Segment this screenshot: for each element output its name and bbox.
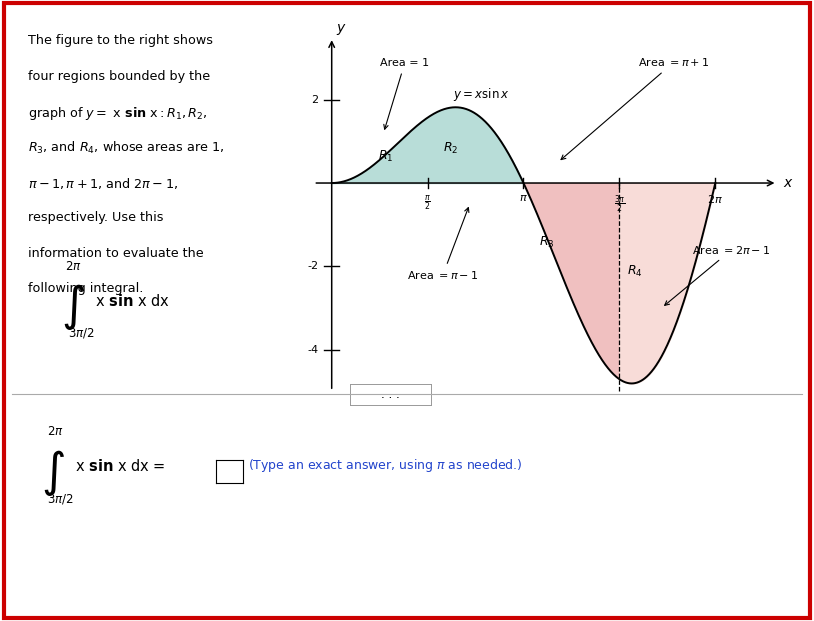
- Text: Area $= \pi + 1$: Area $= \pi + 1$: [561, 57, 709, 160]
- Text: following integral.: following integral.: [28, 282, 144, 295]
- Text: 2: 2: [311, 95, 318, 105]
- Text: Area $= \pi - 1$: Area $= \pi - 1$: [407, 207, 479, 281]
- Text: Area $= 2\pi - 1$: Area $= 2\pi - 1$: [665, 244, 771, 306]
- Text: x $\mathbf{sin}$ x dx: x $\mathbf{sin}$ x dx: [95, 293, 170, 309]
- Text: $R_2$: $R_2$: [443, 141, 458, 156]
- Text: graph of $y =$ x $\mathbf{sin}$ x$: R_1, R_2,$: graph of $y =$ x $\mathbf{sin}$ x$: R_1,…: [28, 105, 208, 122]
- Text: $2\pi$: $2\pi$: [47, 425, 64, 438]
- Text: $\int$: $\int$: [61, 283, 85, 332]
- Text: $2\pi$: $2\pi$: [707, 193, 724, 206]
- Text: $R_3$, and $R_4$, whose areas are 1,: $R_3$, and $R_4$, whose areas are 1,: [28, 140, 225, 156]
- Text: $\pi$: $\pi$: [519, 193, 528, 204]
- Text: respectively. Use this: respectively. Use this: [28, 211, 164, 224]
- Text: $\int$: $\int$: [41, 448, 64, 498]
- Text: (Type an exact answer, using $\pi$ as needed.): (Type an exact answer, using $\pi$ as ne…: [248, 457, 523, 474]
- Text: -4: -4: [307, 345, 318, 355]
- Text: $R_1$: $R_1$: [378, 149, 393, 164]
- Text: y: y: [337, 21, 345, 35]
- Text: $R_3$: $R_3$: [539, 235, 554, 250]
- Text: four regions bounded by the: four regions bounded by the: [28, 70, 211, 83]
- Text: information to evaluate the: information to evaluate the: [28, 247, 204, 260]
- Text: $R_4$: $R_4$: [627, 263, 642, 279]
- Text: Area = 1: Area = 1: [380, 58, 429, 129]
- Text: $\pi - 1, \pi + 1$, and $2\pi - 1$,: $\pi - 1, \pi + 1$, and $2\pi - 1$,: [28, 176, 178, 191]
- Text: . . .: . . .: [381, 388, 400, 401]
- Text: -2: -2: [307, 261, 318, 271]
- Text: $y = x\sin x$: $y = x\sin x$: [453, 86, 510, 102]
- Text: x: x: [783, 176, 792, 190]
- Text: $2\pi$: $2\pi$: [65, 260, 82, 273]
- Text: The figure to the right shows: The figure to the right shows: [28, 34, 213, 47]
- Text: $3\pi/2$: $3\pi/2$: [47, 492, 74, 506]
- Text: $3\pi/2$: $3\pi/2$: [68, 326, 94, 340]
- Text: x $\mathbf{sin}$ x dx =: x $\mathbf{sin}$ x dx =: [75, 458, 165, 474]
- Text: $\frac{3\pi}{2}$: $\frac{3\pi}{2}$: [614, 193, 625, 215]
- Text: $\frac{\pi}{2}$: $\frac{\pi}{2}$: [424, 193, 431, 212]
